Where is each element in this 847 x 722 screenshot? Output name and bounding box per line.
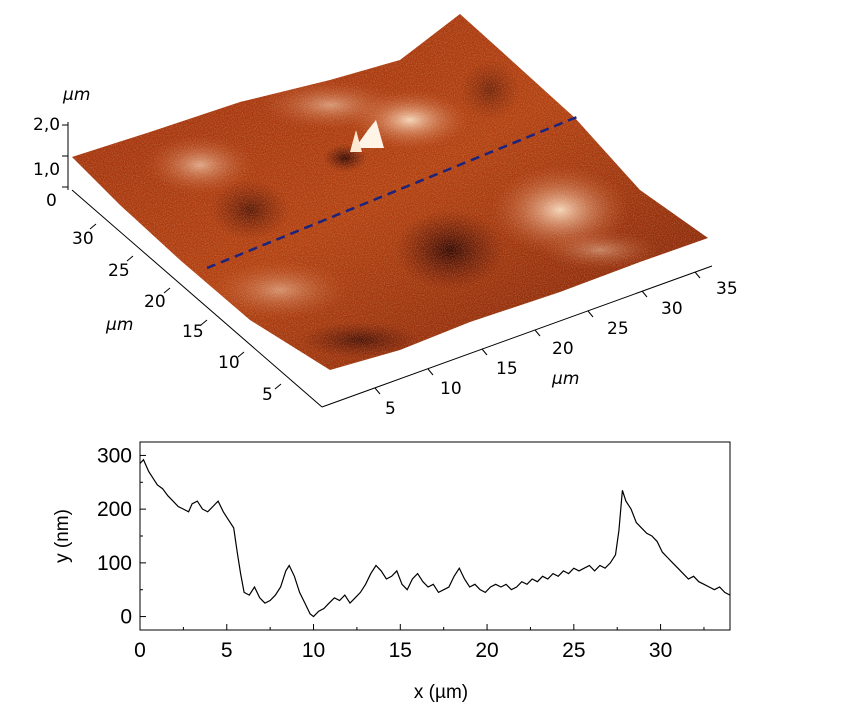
left-tick-label: 10	[218, 353, 240, 373]
profile-line	[206, 115, 578, 270]
y-tick-label: 100	[97, 552, 132, 575]
right-tick-label: 20	[552, 339, 574, 359]
y-tick-label: 200	[97, 498, 132, 521]
left-axis-unit: µm	[105, 315, 133, 335]
left-tick-label: 15	[182, 322, 204, 342]
right-tick-label: 10	[440, 379, 462, 399]
y-axis-label: y (nm)	[52, 509, 73, 563]
z-tick-label: 0	[46, 191, 57, 211]
y-axis: 0 100 200 300	[97, 444, 146, 629]
x-tick-label: 5	[221, 639, 233, 662]
x-axis-label: x (µm)	[414, 682, 468, 703]
plot-frame	[139, 441, 731, 631]
right-tick-label: 5	[385, 399, 396, 419]
left-tick-label: 25	[108, 261, 130, 281]
right-tick-label: 25	[607, 319, 629, 339]
right-axis	[321, 265, 713, 408]
left-axis	[71, 189, 323, 408]
z-tick-label: 2,0	[33, 115, 60, 135]
z-tick-label: 1,0	[33, 160, 60, 180]
x-tick-label: 0	[134, 639, 146, 662]
x-tick-label: 30	[649, 639, 672, 662]
y-tick-label: 0	[120, 606, 132, 629]
surface-spike	[350, 130, 362, 152]
height-profile-chart: 0 5 10 15 20 25 30 0 100 200 300 x (µm) y (nm)	[52, 441, 731, 703]
x-tick-label: 25	[562, 639, 585, 662]
x-tick-label: 20	[475, 639, 498, 662]
x-tick-label: 10	[302, 639, 325, 662]
afm-surface	[72, 14, 708, 370]
right-tick-label: 30	[661, 299, 683, 319]
x-tick-label: 15	[389, 639, 412, 662]
surface-spike	[355, 120, 384, 148]
x-axis: 0 5 10 15 20 25 30	[134, 624, 705, 662]
z-axis	[62, 122, 69, 190]
y-tick-label: 300	[97, 444, 132, 467]
z-axis-unit: µm	[62, 85, 90, 105]
afm-surface-figure: µm 2,0 1,0 0 30 25 20 15 10 5 µm 5 10 15…	[33, 14, 738, 419]
right-tick-label: 15	[496, 359, 518, 379]
profile-series-line	[139, 458, 731, 618]
right-axis-unit: µm	[551, 369, 579, 389]
left-tick-label: 5	[262, 385, 273, 405]
left-tick-label: 30	[72, 229, 94, 249]
right-tick-label: 35	[716, 279, 738, 299]
left-tick-label: 20	[144, 292, 166, 312]
